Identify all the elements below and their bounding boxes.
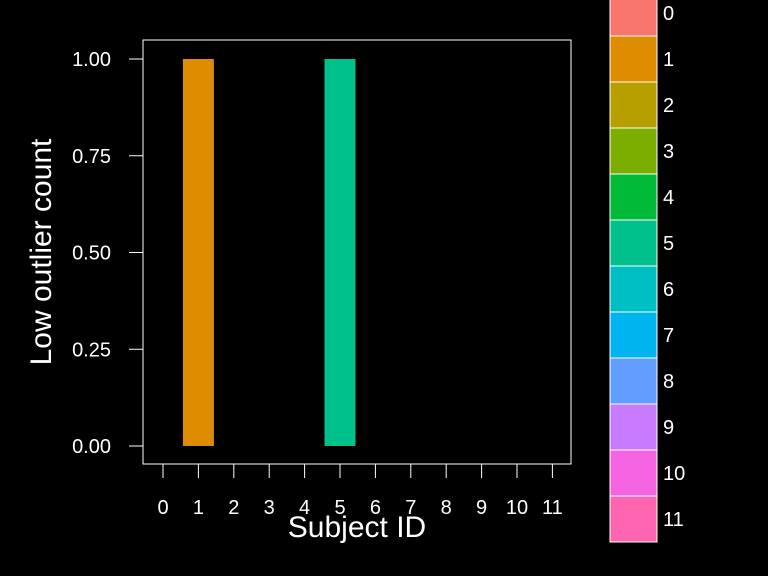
legend-label: 2 <box>663 95 674 117</box>
x-tick-label: 2 <box>228 497 239 519</box>
legend-swatch-9 <box>609 403 658 451</box>
x-axis-title: Subject ID <box>288 511 426 544</box>
legend-swatch-1 <box>609 35 658 83</box>
legend-label: 10 <box>663 463 685 485</box>
bar-subject-1 <box>182 59 214 446</box>
legend-label: 5 <box>663 233 674 255</box>
x-tick-label: 0 <box>157 497 168 519</box>
x-tick-label: 11 <box>542 497 563 519</box>
x-axis: 0 1 2 3 4 5 6 7 8 9 10 11 <box>157 464 563 519</box>
x-tick-label: 8 <box>441 497 452 519</box>
x-tick-label: 7 <box>405 497 416 519</box>
legend-label: 1 <box>663 49 674 71</box>
legend-swatch-11 <box>609 495 658 543</box>
x-tick-label: 3 <box>264 497 275 519</box>
legend-label: 4 <box>663 187 674 209</box>
x-tick-label: 1 <box>193 497 204 519</box>
legend-swatch-7 <box>609 311 658 359</box>
legend-label: 9 <box>663 417 674 439</box>
legend-label: 7 <box>663 325 674 347</box>
legend-swatch-3 <box>609 127 658 175</box>
y-axis: 0.00 0.25 0.50 0.75 1.00 <box>72 49 143 458</box>
legend-swatch-2 <box>609 81 658 129</box>
bar-subject-5 <box>324 59 356 446</box>
y-tick-label: 0.75 <box>72 146 111 168</box>
legend-swatch-5 <box>609 219 658 267</box>
y-tick-label: 1.00 <box>72 49 111 71</box>
x-tick-label: 9 <box>476 497 487 519</box>
x-tick-label: 6 <box>370 497 381 519</box>
legend-swatch-10 <box>609 449 658 497</box>
legend-swatch-6 <box>609 265 658 313</box>
legend-label: 8 <box>663 371 674 393</box>
y-tick-label: 0.50 <box>72 243 111 265</box>
legend-swatch-8 <box>609 357 658 405</box>
legend: 0 1 2 3 4 5 6 7 8 9 10 11 <box>609 0 685 543</box>
legend-label: 6 <box>663 279 674 301</box>
legend-label: 0 <box>663 3 674 25</box>
y-axis-title: Low outlier count <box>25 138 58 365</box>
legend-swatch-4 <box>609 173 658 221</box>
legend-label: 11 <box>663 509 684 531</box>
x-tick-label: 10 <box>506 497 528 519</box>
legend-label: 3 <box>663 141 674 163</box>
x-tick-label: 5 <box>334 497 345 519</box>
x-tick-label: 4 <box>299 497 310 519</box>
legend-swatch-0 <box>609 0 658 37</box>
y-tick-label: 0.00 <box>72 436 111 458</box>
y-tick-label: 0.25 <box>72 339 111 361</box>
bars-group <box>182 59 356 446</box>
